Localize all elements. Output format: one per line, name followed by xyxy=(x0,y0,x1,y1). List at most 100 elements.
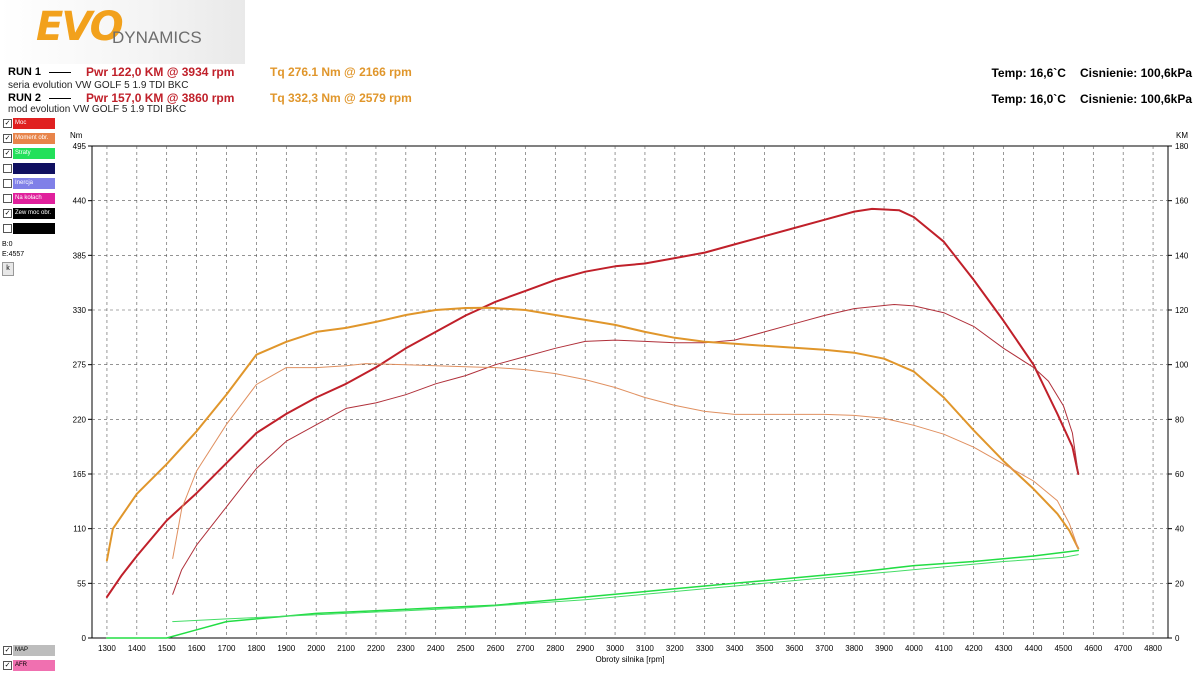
legend-checkbox[interactable]: ✓ xyxy=(3,119,12,128)
y-tick-label-left: 385 xyxy=(73,251,87,260)
x-tick-label: 4200 xyxy=(965,644,983,653)
legend-item-straty[interactable]: ✓ Straty xyxy=(2,148,55,159)
series-line-straty-run-1 xyxy=(172,554,1079,623)
legend-checkbox[interactable] xyxy=(3,224,12,233)
run-2-pressure: Cisnienie: 100,6kPa xyxy=(1079,92,1192,106)
x-tick-label: 1300 xyxy=(98,644,116,653)
legend-checkbox[interactable]: ✓ xyxy=(3,149,12,158)
series-line-straty-run-2 xyxy=(106,549,1080,639)
series-line-tq-run-1 xyxy=(172,363,1079,559)
x-tick-label: 4600 xyxy=(1084,644,1102,653)
run-1-torque: Tq 276.1 Nm @ 2166 rpm xyxy=(270,65,412,79)
x-tick-label: 4500 xyxy=(1054,644,1072,653)
series-line-pwr-run-2 xyxy=(105,207,1080,598)
legend-item-inercja[interactable]: Inercja xyxy=(2,178,55,189)
x-tick-label: 3200 xyxy=(666,644,684,653)
run-1-line-sample xyxy=(49,71,72,73)
legend-label: Moc xyxy=(13,118,55,129)
legend-label: AFR xyxy=(13,660,55,671)
logo-mark: EVO xyxy=(36,4,124,50)
y-tick-label-left: 165 xyxy=(73,470,87,479)
x-tick-label: 3900 xyxy=(875,644,893,653)
y-tick-label-left: 220 xyxy=(73,415,87,424)
e-value: E:4557 xyxy=(2,251,25,258)
y-axis-right-label: KM xyxy=(1176,131,1188,140)
legend-item-afr[interactable]: ✓ AFR xyxy=(2,660,55,671)
x-tick-label: 2200 xyxy=(367,644,385,653)
x-tick-label: 2600 xyxy=(487,644,505,653)
legend-label: Moment obr. xyxy=(13,133,55,144)
grid xyxy=(92,146,1168,638)
y-tick-label-right: 120 xyxy=(1175,306,1189,315)
b-value: B:0 xyxy=(2,241,13,248)
run-1-temp: Temp: 16,6`C xyxy=(991,66,1066,80)
y-tick-label-left: 55 xyxy=(77,579,86,588)
y-tick-label-right: 100 xyxy=(1175,361,1189,370)
run-2-label: RUN 2 xyxy=(8,92,42,104)
x-tick-label: 1700 xyxy=(218,644,236,653)
legend-label xyxy=(13,223,55,234)
y-tick-label-right: 160 xyxy=(1175,197,1189,206)
axes: 1300 1400 1500 1600 1700 1800 1900 2000 2100 2200… xyxy=(73,142,1189,653)
x-tick-label: 4100 xyxy=(935,644,953,653)
y-tick-label-left: 440 xyxy=(73,197,87,206)
x-tick-label: 2900 xyxy=(576,644,594,653)
k-button[interactable]: k xyxy=(2,262,14,276)
x-tick-label: 4000 xyxy=(905,644,923,653)
legend-item-8[interactable] xyxy=(2,223,55,234)
series-group xyxy=(105,207,1080,639)
x-tick-label: 3500 xyxy=(756,644,774,653)
legend-item-map[interactable]: ✓ MAP xyxy=(2,645,55,656)
brand-logo: EVO DYNAMICS xyxy=(0,0,245,64)
legend-item-4[interactable] xyxy=(2,163,55,174)
x-tick-label: 4400 xyxy=(1025,644,1043,653)
y-tick-label-right: 60 xyxy=(1175,470,1184,479)
x-tick-label: 2300 xyxy=(397,644,415,653)
legend-item-moc[interactable]: ✓ Moc xyxy=(2,118,55,129)
x-tick-label: 2500 xyxy=(457,644,475,653)
y-tick-label-right: 180 xyxy=(1175,142,1189,151)
x-tick-label: 1800 xyxy=(247,644,265,653)
y-tick-label-right: 20 xyxy=(1175,579,1184,588)
legend-label: Straty xyxy=(13,148,55,159)
run-1-description: seria evolution VW GOLF 5 1.9 TDI BKC xyxy=(8,80,189,91)
run-2-row: RUN 2 xyxy=(8,92,79,104)
y-tick-label-right: 0 xyxy=(1175,634,1180,643)
run-2-power: Pwr 157,0 KM @ 3860 rpm xyxy=(86,91,235,105)
legend-item-moment[interactable]: ✓ Moment obr. xyxy=(2,133,55,144)
legend-checkbox[interactable]: ✓ xyxy=(3,661,12,670)
run-2-environment: Temp: 16,0`C Cisnienie: 100,6kPa xyxy=(991,92,1192,106)
y-tick-label-left: 495 xyxy=(73,142,87,151)
legend-label: MAP xyxy=(13,645,55,656)
legend-checkbox[interactable] xyxy=(3,194,12,203)
legend-checkbox[interactable] xyxy=(3,179,12,188)
run-1-pressure: Cisnienie: 100,6kPa xyxy=(1079,66,1192,80)
series-legend: ✓ Moc ✓ Moment obr. ✓ Straty Inercja Na koł… xyxy=(2,118,55,238)
run-2-temp: Temp: 16,0`C xyxy=(991,92,1066,106)
x-tick-label: 3400 xyxy=(726,644,744,653)
x-tick-label: 2700 xyxy=(516,644,534,653)
x-tick-label: 3700 xyxy=(815,644,833,653)
legend-item-zew-moc[interactable]: ✓ Zew moc obr. xyxy=(2,208,55,219)
x-tick-label: 2400 xyxy=(427,644,445,653)
y-tick-label-right: 140 xyxy=(1175,251,1189,260)
legend-item-na-kolach[interactable]: Na kołach xyxy=(2,193,55,204)
run-1-environment: Temp: 16,6`C Cisnienie: 100,6kPa xyxy=(991,66,1192,80)
x-tick-label: 3300 xyxy=(696,644,714,653)
legend-checkbox[interactable]: ✓ xyxy=(3,134,12,143)
x-tick-label: 1900 xyxy=(277,644,295,653)
x-tick-label: 1600 xyxy=(188,644,206,653)
legend-checkbox[interactable]: ✓ xyxy=(3,646,12,655)
run-2-line-sample xyxy=(49,97,72,99)
x-axis-label: Obroty silnika [rpm] xyxy=(596,655,665,664)
logo-subtitle: DYNAMICS xyxy=(112,28,202,47)
legend-label xyxy=(13,163,55,174)
run-2-description: mod evolution VW GOLF 5 1.9 TDI BKC xyxy=(8,104,187,115)
legend-checkbox[interactable]: ✓ xyxy=(3,209,12,218)
run-1-label: RUN 1 xyxy=(8,66,42,78)
x-tick-label: 1500 xyxy=(158,644,176,653)
x-tick-label: 3800 xyxy=(845,644,863,653)
legend-checkbox[interactable] xyxy=(3,164,12,173)
x-tick-label: 1400 xyxy=(128,644,146,653)
y-tick-label-left: 275 xyxy=(73,361,87,370)
